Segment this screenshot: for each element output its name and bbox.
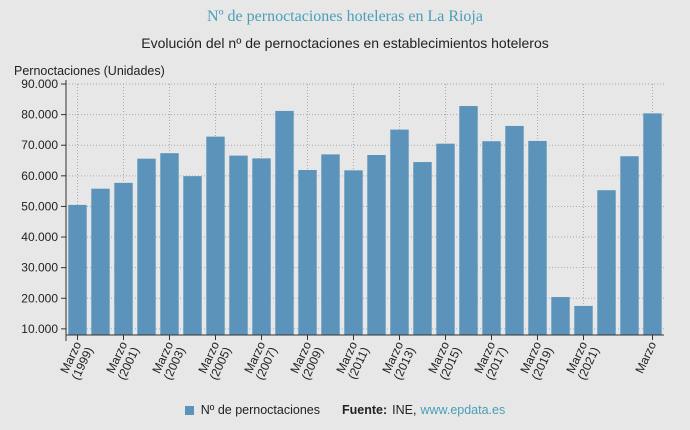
x-tick-label: Marzo(2019): [517, 339, 556, 382]
y-tick-label: 40.000: [21, 230, 58, 244]
bar: [505, 125, 524, 335]
bar: [252, 158, 271, 335]
y-axis-label: Pernoctaciones (Unidades): [14, 64, 165, 78]
source-link[interactable]: www.epdata.es: [420, 403, 506, 417]
bar: [436, 143, 455, 335]
bar: [137, 158, 156, 335]
chart-legend: Nº de pernoctaciones Fuente: INE, www.ep…: [0, 403, 690, 417]
x-tick-label: Marzo(2015): [425, 339, 464, 382]
x-tick-label: Marzo(2017): [471, 339, 510, 382]
square-icon: [184, 405, 194, 415]
bar: [597, 190, 616, 335]
bar: [298, 170, 317, 335]
y-tick-label: 50.000: [21, 199, 58, 213]
y-tick-label: 10.000: [21, 322, 58, 336]
x-tick-label: Marzo(2011): [333, 339, 372, 381]
bar: [183, 176, 202, 335]
bar: [528, 140, 547, 335]
y-tick-label: 70.000: [21, 138, 58, 152]
bar: [551, 297, 570, 335]
legend-series-name: Nº de pernoctaciones: [200, 403, 320, 417]
x-tick-label: Marzo(2009): [287, 339, 326, 382]
x-tick-label: Marzo(2007): [241, 339, 280, 382]
bar: [413, 162, 432, 335]
y-tick-label: 60.000: [21, 169, 58, 183]
bar: [68, 204, 87, 335]
y-tick-label: 30.000: [21, 261, 58, 275]
x-tick-label: Marzo(2005): [195, 339, 234, 382]
legend-item[interactable]: Nº de pernoctaciones: [184, 403, 320, 417]
bar: [321, 154, 340, 335]
bar: [275, 110, 294, 335]
page-header-title: Nº de pernoctaciones hoteleras en La Rio…: [207, 8, 483, 25]
bar: [574, 305, 593, 335]
source-text: INE,: [392, 403, 417, 417]
x-tick-label: Marzo(2013): [379, 339, 418, 382]
bar: [367, 155, 386, 335]
bar: [620, 156, 639, 335]
bar: [643, 113, 662, 335]
bar: [91, 188, 110, 335]
x-tick-label: Marzo(2001): [103, 339, 142, 382]
bar: [229, 155, 248, 335]
y-tick-label: 20.000: [21, 291, 58, 305]
y-tick-label: 90.000: [21, 77, 58, 91]
chart-title: Evolución del nº de pernoctaciones en es…: [141, 35, 549, 51]
x-tick-label: Marzo: [632, 339, 659, 375]
y-tick-label: 80.000: [21, 108, 58, 122]
bar: [482, 141, 501, 335]
x-tick-label: Marzo(1999): [57, 339, 96, 382]
bar: [459, 106, 478, 335]
x-tick-label: Marzo(2021): [563, 339, 602, 382]
bar: [206, 136, 225, 335]
x-tick-label: Marzo(2003): [149, 339, 188, 382]
bar: [390, 129, 409, 335]
bar: [344, 170, 363, 335]
bar: [114, 182, 133, 335]
bar: [160, 153, 179, 335]
source-label: Fuente:: [342, 403, 388, 417]
